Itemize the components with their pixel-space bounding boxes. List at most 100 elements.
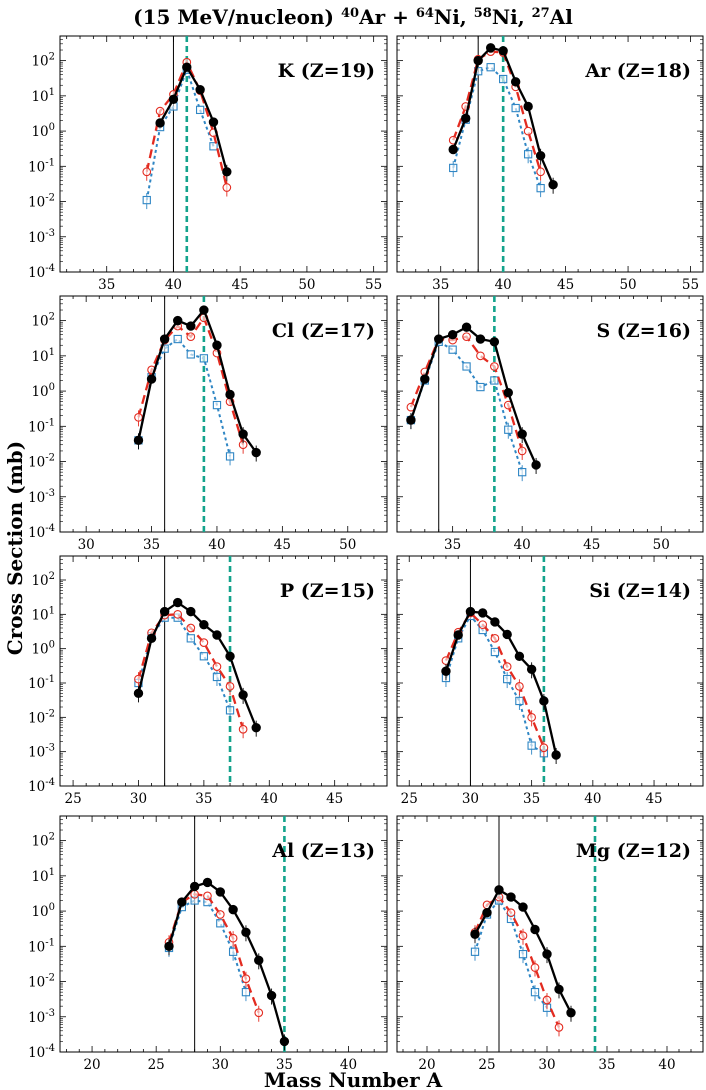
x-tick-label: 50 — [298, 277, 315, 293]
point-ni64 — [502, 629, 512, 640]
x-tick-label: 35 — [143, 537, 160, 553]
point-al27 — [186, 634, 195, 643]
title-element: Ni, — [492, 5, 532, 29]
x-axis-label: Mass Number A — [264, 1068, 443, 1090]
panel-grid: 35 40 45 50 55 10-4 10-3 10-2 10-1 100 101 102 K (Z=… — [28, 35, 704, 1073]
panel-5: 25 30 35 40 45 10-4 10-3 10-2 10-1 100 101 102 P (Z=… — [28, 555, 388, 807]
point-ni58 — [142, 167, 152, 177]
point-ni64 — [453, 630, 463, 640]
point-ni64 — [517, 429, 527, 439]
series-ni64 — [164, 877, 290, 1051]
point-ni64 — [482, 907, 492, 918]
point-al27 — [518, 949, 528, 959]
y-tick-label: 100 — [31, 382, 55, 400]
panel-6: 25 30 35 40 45 Si (Z=14) — [396, 555, 704, 807]
point-ni64 — [186, 606, 196, 617]
point-ni58 — [222, 183, 232, 192]
panel-8: 20 25 30 35 40 Mg (Z=12) — [396, 815, 704, 1073]
point-al27 — [527, 741, 536, 750]
point-al27 — [504, 425, 513, 434]
series-ni64 — [155, 62, 232, 181]
title-mass-number: 40 — [341, 6, 359, 21]
point-ni64 — [146, 633, 157, 644]
point-ni58 — [199, 638, 209, 647]
point-al27 — [225, 452, 235, 461]
point-ni58 — [134, 412, 143, 422]
point-ni64 — [155, 118, 165, 128]
panel-frame — [59, 35, 388, 273]
point-ni64 — [485, 43, 496, 53]
figure-title: (15 MeV/nucleon) 40Ar + 64Ni, 58Ni, 27Al — [133, 5, 573, 29]
point-ni58 — [155, 106, 165, 116]
y-tick-label: 100 — [31, 122, 55, 140]
x-tick-label: 30 — [130, 791, 147, 807]
point-ni64 — [514, 651, 525, 661]
series-line-ni64 — [409, 325, 538, 466]
point-al27 — [448, 345, 457, 354]
point-ni64 — [173, 315, 183, 326]
y-tick-label: 10-1 — [28, 674, 55, 692]
point-ni64 — [448, 144, 458, 155]
point-ni64 — [159, 606, 170, 617]
point-al27 — [486, 63, 495, 72]
point-ni58 — [186, 332, 196, 342]
point-ni58 — [254, 1008, 264, 1018]
x-tick-label: 35 — [523, 791, 540, 807]
point-ni64 — [266, 990, 277, 1001]
point-al27 — [530, 987, 540, 997]
panel-label: Al (Z=13) — [271, 840, 375, 862]
point-ni58 — [228, 933, 238, 943]
x-tick-label: 45 — [583, 537, 600, 553]
y-tick-label: 10-4 — [28, 523, 55, 541]
point-ni64 — [551, 750, 561, 760]
point-ni64 — [199, 619, 209, 630]
point-ni64 — [441, 666, 451, 676]
x-tick-label: 40 — [514, 537, 531, 553]
point-ni64 — [182, 62, 192, 72]
point-ni64 — [212, 340, 222, 350]
x-tick-label: 25 — [478, 1057, 495, 1073]
panel-frame — [59, 295, 388, 533]
x-tick-label: 40 — [495, 277, 512, 293]
point-al27 — [449, 163, 458, 173]
point-ni64 — [195, 84, 205, 95]
y-tick-label: 10-1 — [28, 417, 55, 435]
point-ni58 — [190, 889, 199, 899]
point-ni64 — [241, 927, 251, 937]
y-tick-label: 101 — [31, 87, 55, 105]
point-ni64 — [164, 941, 174, 952]
x-tick-label: 45 — [232, 277, 249, 293]
point-al27 — [212, 400, 222, 410]
point-ni64 — [477, 608, 488, 618]
x-tick-label: 35 — [98, 277, 115, 293]
x-tick-label: 40 — [584, 791, 601, 807]
point-ni64 — [518, 902, 528, 912]
panel-label: Cl (Z=17) — [272, 320, 375, 342]
x-tick-label: 50 — [619, 277, 636, 293]
y-tick-label: 10-2 — [28, 973, 55, 991]
panel-7: 20 25 30 35 40 10-4 10-3 10-2 10-1 100 101 102 Al (Z… — [28, 815, 388, 1073]
point-ni64 — [225, 389, 235, 400]
x-tick-label: 35 — [195, 791, 212, 807]
title-element: Al — [549, 5, 574, 29]
point-ni58 — [518, 931, 528, 941]
point-ni58 — [536, 167, 545, 177]
point-al27 — [212, 672, 222, 682]
point-ni64 — [133, 435, 144, 446]
x-tick-label: 30 — [212, 1057, 229, 1073]
series-line-ni58 — [452, 50, 542, 173]
point-ni64 — [238, 429, 248, 439]
point-ni64 — [473, 55, 483, 66]
y-tick-label: 102 — [31, 832, 55, 850]
series-ni64 — [133, 597, 261, 737]
series-line-al27 — [145, 66, 215, 201]
x-tick-label: 55 — [365, 277, 382, 293]
point-ni58 — [517, 446, 527, 456]
title-mass-number: 27 — [532, 6, 550, 21]
y-tick-label: 10-3 — [28, 228, 55, 246]
x-tick-label: 45 — [326, 791, 343, 807]
x-tick-label: 25 — [401, 791, 418, 807]
series-line-al27 — [452, 66, 542, 189]
point-ni64 — [489, 337, 500, 347]
series-line-ni64 — [167, 881, 286, 1042]
